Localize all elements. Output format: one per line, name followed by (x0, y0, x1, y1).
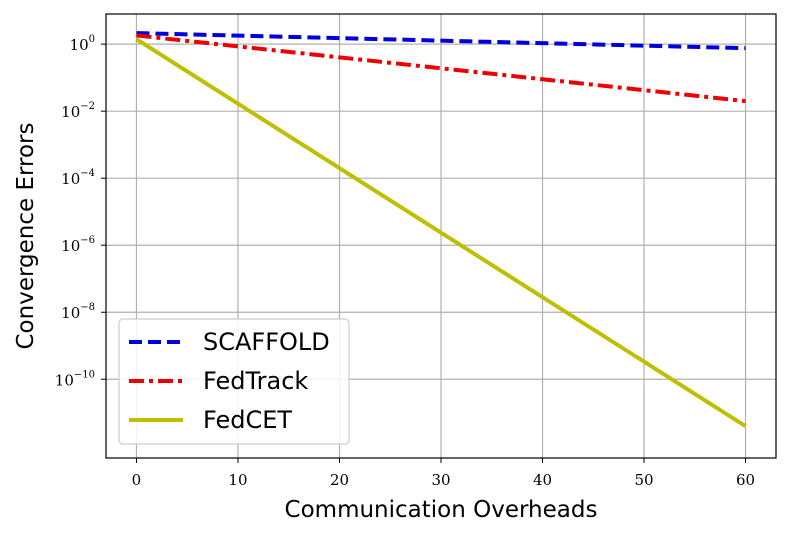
x-tick-label: 60 (736, 471, 755, 489)
legend-box (118, 318, 350, 445)
x-tick-label: 10 (228, 471, 247, 489)
series-line-fedcet (135, 37, 747, 428)
y-tick-exponent: −6 (80, 235, 95, 246)
y-tick-label: 100 (70, 34, 95, 54)
y-tick-exponent: 0 (89, 34, 95, 45)
series-line-scaffold (136, 31, 746, 51)
legend-label-fedcet: FedCET (203, 406, 292, 434)
y-tick-base: 10 (61, 304, 80, 322)
y-tick-base: 10 (61, 103, 80, 121)
y-tick-exponent: −4 (80, 168, 95, 179)
y-tick-base: 10 (55, 371, 74, 389)
y-tick-label: 10−6 (61, 235, 95, 255)
y-tick-base: 10 (61, 237, 80, 255)
y-tick-base: 10 (61, 170, 80, 188)
y-axis-label: Convergence Errors (13, 122, 39, 349)
legend-label-scaffold: SCAFFOLD (203, 328, 330, 356)
x-tick-label: 0 (132, 471, 142, 489)
x-tick-label: 20 (330, 471, 349, 489)
grid-lines (106, 14, 776, 458)
x-axis-ticks: 0 10 20 30 40 50 60 (132, 458, 755, 489)
y-tick-label: 10−2 (61, 101, 95, 121)
x-tick-label: 30 (431, 471, 450, 489)
y-tick-exponent: −10 (74, 369, 95, 380)
x-tick-label: 50 (634, 471, 653, 489)
y-tick-label: 10−10 (55, 369, 95, 389)
y-tick-label: 10−8 (61, 302, 95, 322)
legend-label-fedtrack: FedTrack (203, 367, 308, 395)
x-tick-label: 40 (533, 471, 552, 489)
legend: SCAFFOLD FedTrack FedCET (118, 318, 350, 445)
y-tick-label: 10−4 (61, 168, 95, 188)
y-tick-base: 10 (70, 36, 89, 54)
y-tick-exponent: −2 (80, 101, 95, 112)
x-axis-label: Communication Overheads (285, 497, 598, 523)
series-lines (135, 31, 747, 428)
y-tick-exponent: −8 (80, 302, 95, 313)
